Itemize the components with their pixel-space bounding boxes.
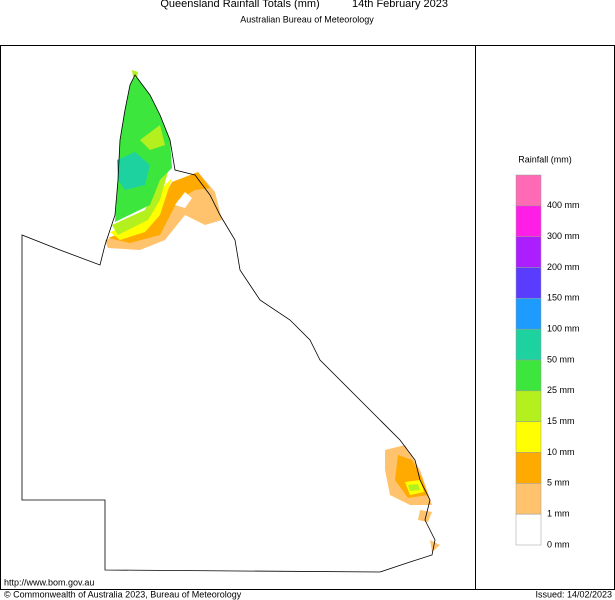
legend-label: 25 mm: [547, 385, 575, 395]
title: Queensland Rainfall Totals (mm): [160, 0, 319, 10]
legend-label: 50 mm: [547, 354, 575, 364]
legend-swatch: [515, 359, 542, 392]
map: [21, 70, 440, 573]
legend-label: 0 mm: [547, 539, 570, 549]
legend: 400 mm 300 mm 200 mm 150 mm 100 mm 50 mm 25 mm…: [515, 174, 580, 549]
legend-label: 400 mm: [547, 200, 580, 210]
state-outline: [21, 74, 436, 573]
legend-label: 300 mm: [547, 231, 580, 241]
rain-dry-gap: [175, 192, 192, 208]
legend-swatch: [515, 236, 542, 268]
legend-swatch: [515, 513, 542, 546]
footer-url: http://www.bom.gov.au: [4, 577, 94, 587]
legend-swatch: [515, 483, 542, 515]
legend-label: 5 mm: [547, 478, 570, 488]
legend-swatch: [515, 267, 542, 299]
footer-issued: Issued: 14/02/2023: [535, 589, 612, 599]
legend-swatch: [515, 390, 542, 422]
legend-swatch: [515, 421, 542, 453]
legend-swatch: [515, 174, 542, 207]
legend-swatch: [515, 328, 542, 361]
footer-copyright: © Commonwealth of Australia 2023, Bureau…: [4, 589, 242, 599]
legend-label: 200 mm: [547, 262, 580, 272]
legend-label: 15 mm: [547, 416, 575, 426]
legend-label: 10 mm: [547, 447, 575, 457]
legend-label: 1 mm: [547, 509, 570, 519]
legend-swatch: [515, 205, 542, 237]
subtitle: Australian Bureau of Meteorology: [240, 14, 374, 24]
legend-label: 100 mm: [547, 324, 580, 334]
legend-label: 150 mm: [547, 293, 580, 303]
date: 14th February 2023: [352, 0, 448, 10]
rain-50mm: [117, 152, 150, 190]
rain-5mm: [108, 172, 428, 498]
rain-15mm-north: [132, 70, 165, 150]
legend-swatch: [515, 452, 542, 484]
legend-title: Rainfall (mm): [518, 154, 572, 164]
legend-swatch: [515, 298, 542, 330]
